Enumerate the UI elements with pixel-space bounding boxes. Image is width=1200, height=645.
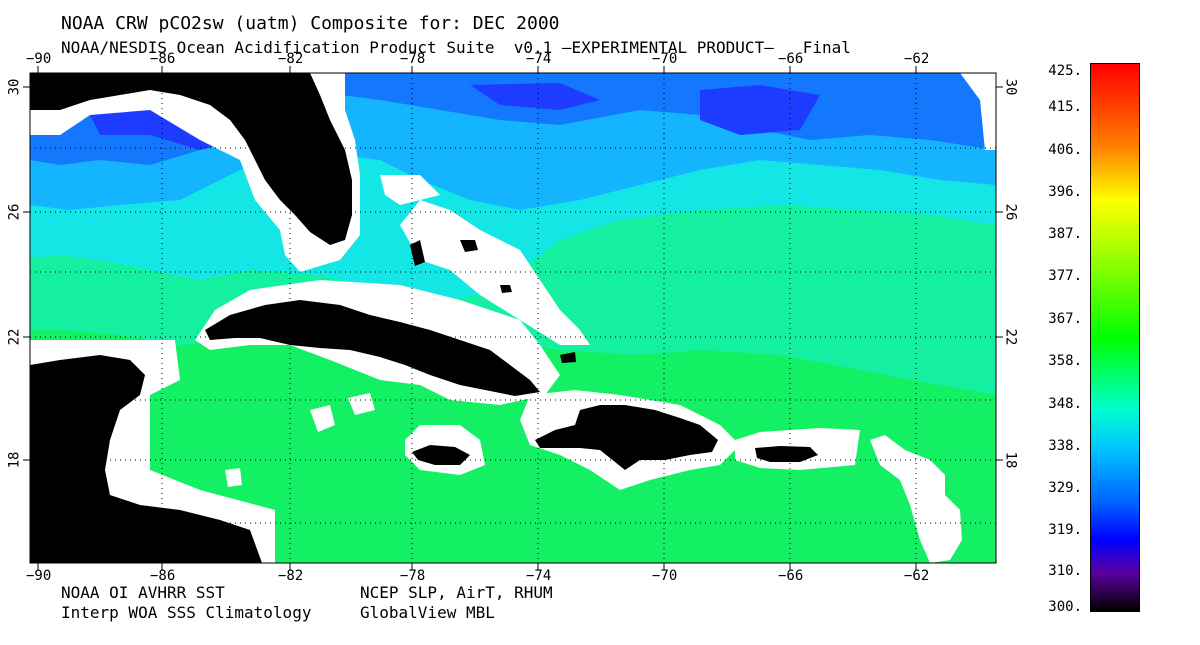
map-title: NOAA CRW pCO2sw (uatm) Composite for: DE… (61, 13, 560, 34)
lat-label-left: 26 (6, 203, 23, 221)
lon-label-top: −86 (150, 51, 176, 67)
colorbar-label: 338. (1048, 438, 1082, 454)
band-deep-blue (90, 83, 820, 150)
colorbar-label: 425. (1048, 63, 1082, 79)
lon-label-bottom: −62 (904, 568, 930, 584)
hispaniola (535, 405, 718, 470)
colorbar-label: 415. (1048, 99, 1082, 115)
graticule (30, 73, 996, 563)
map-subtitle: NOAA/NESDIS Ocean Acidification Product … (61, 38, 851, 57)
lon-label-top: −82 (278, 51, 304, 67)
lon-label-top: −90 (26, 51, 52, 67)
lon-label-top: −78 (400, 51, 426, 67)
lon-label-top: −62 (904, 51, 930, 67)
footer-sst-source: NOAA OI AVHRR SST (61, 583, 225, 602)
lat-label-left: 18 (6, 451, 23, 469)
colorbar-label: 310. (1048, 563, 1082, 579)
lon-label-top: −70 (652, 51, 678, 67)
colorbar-label: 348. (1048, 396, 1082, 412)
footer-met-source: NCEP SLP, AirT, RHUM (360, 583, 553, 602)
lon-label-bottom: −66 (778, 568, 804, 584)
colorbar-label: 406. (1048, 142, 1082, 158)
lat-label-right: 26 (1002, 203, 1019, 221)
lon-label-bottom: −74 (526, 568, 552, 584)
colorbar-label: 329. (1048, 480, 1082, 496)
lat-label-right: 30 (1002, 78, 1019, 96)
footer-co2-source: GlobalView MBL (360, 603, 495, 622)
tick-marks (23, 66, 1003, 570)
lon-label-bottom: −82 (278, 568, 304, 584)
lon-label-bottom: −78 (400, 568, 426, 584)
lon-label-bottom: −90 (26, 568, 52, 584)
florida-gulf-coast (30, 73, 352, 245)
lon-label-bottom: −86 (150, 568, 176, 584)
lat-label-left: 30 (6, 78, 23, 96)
colorbar-label: 319. (1048, 522, 1082, 538)
puerto-rico (755, 446, 818, 462)
yucatan (30, 355, 262, 563)
lat-label-right: 22 (1002, 328, 1019, 346)
colorbar-label: 377. (1048, 268, 1082, 284)
lon-label-bottom: −70 (652, 568, 678, 584)
land (30, 73, 818, 563)
lat-label-left: 22 (6, 328, 23, 346)
colorbar (1090, 63, 1140, 612)
lon-label-top: −66 (778, 51, 804, 67)
lon-label-top: −74 (526, 51, 552, 67)
colorbar-label: 300. (1048, 599, 1082, 615)
andros (410, 240, 425, 266)
map-frame (29, 72, 997, 564)
lat-label-right: 18 (1002, 451, 1019, 469)
colorbar-label: 387. (1048, 226, 1082, 242)
footer-sss-source: Interp WOA SSS Climatology (61, 603, 312, 622)
colorbar-label: 367. (1048, 311, 1082, 327)
colorbar-label: 358. (1048, 353, 1082, 369)
cuba (205, 300, 540, 396)
pco2-field (30, 73, 996, 563)
colorbar-label: 396. (1048, 184, 1082, 200)
